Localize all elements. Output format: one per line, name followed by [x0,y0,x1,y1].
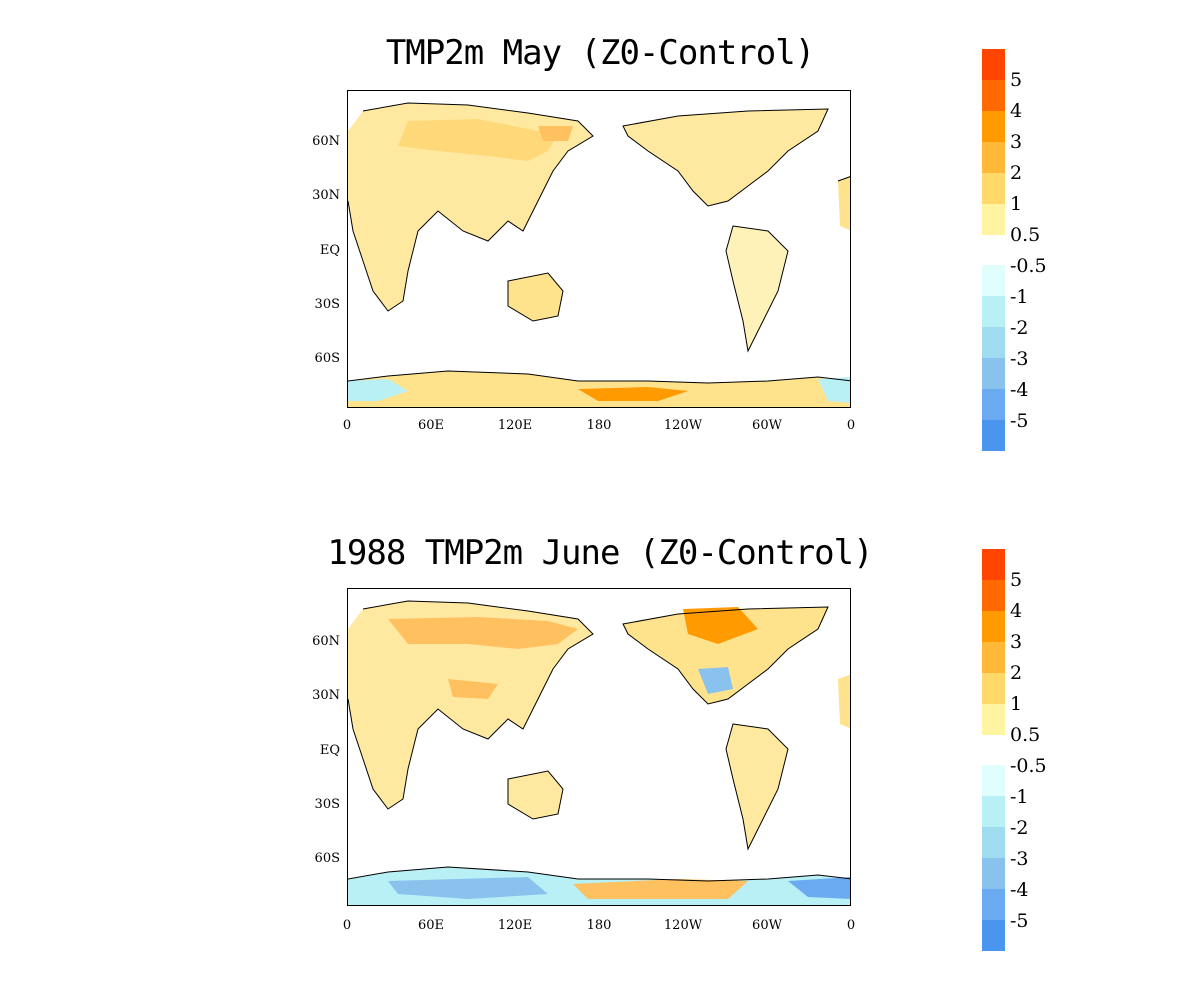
lat-label: EQ [319,743,340,758]
colorbar-label: -4 [1010,879,1029,901]
lon-label: 120W [663,918,703,933]
lon-label: 60W [752,918,782,933]
map-area [347,90,851,408]
lon-label: 60E [417,918,445,933]
colorbar-swatch [982,642,1005,673]
colorbar-label: 0.5 [1010,224,1041,246]
world-map-anomaly [348,600,850,905]
colorbar-swatch [982,889,1005,920]
lat-label: 60N [312,134,340,149]
colorbar-label: -2 [1010,817,1029,839]
colorbar-label: 3 [1010,131,1023,153]
colorbar-label: 4 [1010,100,1023,122]
lat-label: 30N [312,188,340,203]
colorbar-swatch [982,704,1005,735]
colorbar-swatch [982,111,1005,142]
colorbar-label: 4 [1010,600,1023,622]
map-panel-may: TMP2m May (Z0-Control) [312,33,856,433]
colorbar-swatch [982,765,1005,796]
colorbar-label: -1 [1010,286,1029,308]
colorbar-label: 1 [1010,193,1023,215]
colorbar-swatch [982,327,1005,358]
lon-label: 120E [497,918,533,933]
lon-label: 60E [417,418,445,433]
map-area [347,588,851,906]
colorbar-swatch [982,920,1005,951]
lon-label: 120W [663,418,703,433]
colorbar-label: -3 [1010,348,1029,370]
colorbar-label: 3 [1010,631,1023,653]
colorbar-swatch [982,173,1005,204]
colorbar-swatch [982,49,1005,80]
colorbar-swatch [982,827,1005,858]
colorbar-swatch [982,265,1005,296]
colorbar-label: -2 [1010,317,1029,339]
colorbar-label: -5 [1010,910,1029,932]
lon-label: 0 [846,418,856,433]
panel-title: TMP2m May (Z0-Control) [385,33,815,73]
lat-label: 30S [314,297,340,312]
lon-label: 0 [342,918,352,933]
lon-label: 120E [497,418,533,433]
colorbar-label: 0.5 [1010,724,1041,746]
colorbar-label: -0.5 [1010,255,1047,277]
lat-label: 60S [314,351,340,366]
colorbar-label: 2 [1010,162,1023,184]
colorbar-swatch [982,796,1005,827]
colorbar-swatch [982,549,1005,580]
colorbar-label: -3 [1010,848,1029,870]
panel-title: 1988 TMP2m June (Z0-Control) [327,533,873,573]
lat-label: 60N [312,634,340,649]
colorbar-swatch [982,420,1005,451]
colorbar-label: 5 [1010,569,1023,591]
lon-label: 180 [586,418,612,433]
colorbar-label: -1 [1010,786,1029,808]
colorbar-swatch [982,296,1005,327]
colorbar-label: -4 [1010,379,1029,401]
world-map-anomaly [348,102,850,407]
colorbar-label: 2 [1010,662,1023,684]
lon-label: 60W [752,418,782,433]
colorbar-swatch [982,611,1005,642]
colorbar-label: -0.5 [1010,755,1047,777]
colorbar-swatch [982,358,1005,389]
lat-label: 30N [312,688,340,703]
lon-label: 0 [342,418,352,433]
colorbar-swatch [982,389,1005,420]
colorbar-swatch [982,142,1005,173]
colorbar-swatch [982,858,1005,889]
lon-label: 0 [846,918,856,933]
lon-label: 180 [586,918,612,933]
lat-label: 60S [314,851,340,866]
colorbar-label: 1 [1010,693,1023,715]
map-panel-june: 1988 TMP2m June (Z0-Control) 60N [0,500,1200,1000]
colorbar-swatch [982,204,1005,235]
colorbar-label: 5 [1010,69,1023,91]
colorbar-label: -5 [1010,410,1029,432]
lat-label: EQ [319,243,340,258]
lat-label: 30S [314,797,340,812]
colorbar-swatch [982,80,1005,111]
colorbar-swatch [982,673,1005,704]
colorbar-swatch [982,580,1005,611]
